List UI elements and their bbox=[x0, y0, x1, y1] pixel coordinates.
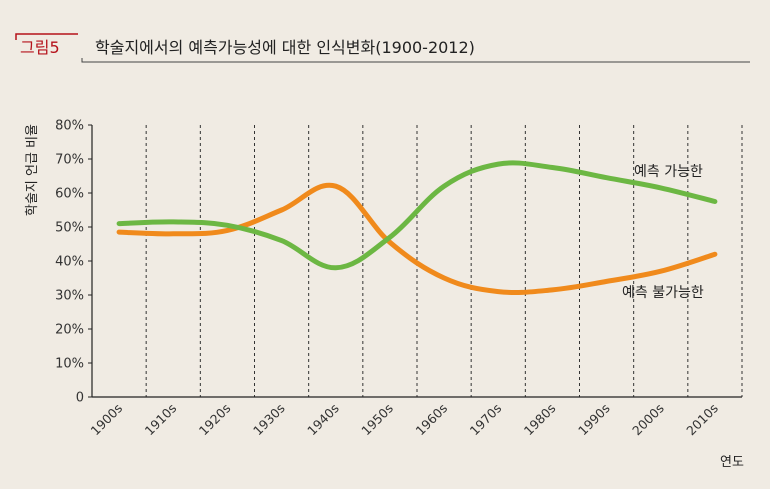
series-label-predictable: 예측 가능한 bbox=[634, 164, 703, 180]
y-tick-label: 30% bbox=[55, 289, 84, 304]
x-tick-label: 2010s bbox=[683, 401, 721, 439]
x-tick-label: 1920s bbox=[196, 401, 234, 439]
x-tick-label: 1900s bbox=[87, 401, 125, 439]
x-axis-label: 연도 bbox=[720, 455, 744, 470]
x-tick-label: 1970s bbox=[467, 401, 505, 439]
y-tick-label: 70% bbox=[55, 153, 84, 168]
y-tick-label: 60% bbox=[55, 187, 84, 202]
x-tick-label: 1940s bbox=[304, 401, 342, 439]
badge-corner-decoration bbox=[15, 33, 78, 40]
x-tick-label: 1980s bbox=[521, 401, 559, 439]
series-line-unpredictable bbox=[116, 182, 718, 295]
title-underline bbox=[81, 58, 750, 63]
figure-badge: 그림5 bbox=[20, 38, 60, 57]
series-lines bbox=[116, 160, 718, 295]
x-tick-label: 1910s bbox=[142, 401, 180, 439]
y-axis-ticks: 0 10% 20% 30% 40% 50% 60% 70% 80% bbox=[55, 119, 92, 406]
x-tick-label: 1990s bbox=[575, 401, 613, 439]
y-tick-label: 40% bbox=[55, 255, 84, 270]
x-tick-label: 2000s bbox=[629, 401, 667, 439]
x-axis-ticks: 1900s 1910s 1920s 1930s 1940s 1950s 1960s 1970s… bbox=[87, 401, 721, 439]
series-label-unpredictable: 예측 불가능한 bbox=[622, 285, 704, 301]
y-tick-label: 50% bbox=[55, 221, 84, 236]
y-tick-label: 20% bbox=[55, 323, 84, 338]
x-tick-label: 1950s bbox=[358, 401, 396, 439]
y-tick-label: 80% bbox=[55, 119, 84, 134]
figure-title: 학술지에서의 예측가능성에 대한 인식변화(1900-2012) bbox=[95, 38, 475, 57]
x-tick-label: 1930s bbox=[250, 401, 288, 439]
x-tick-label: 1960s bbox=[412, 401, 450, 439]
series-line-predictable bbox=[116, 160, 718, 271]
y-axis-label: 학술지 언급 비율 bbox=[25, 124, 40, 216]
y-tick-label: 10% bbox=[55, 357, 84, 372]
y-tick-label: 0 bbox=[76, 391, 84, 406]
